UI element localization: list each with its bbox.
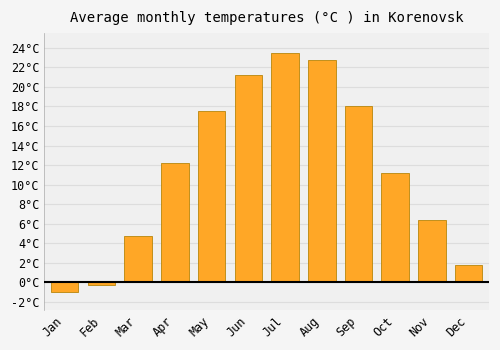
Bar [51, 282, 78, 292]
Bar [344, 106, 372, 282]
Bar [455, 265, 482, 282]
Bar [308, 60, 336, 282]
Bar [88, 282, 115, 285]
Bar [382, 173, 409, 282]
Bar [124, 237, 152, 282]
Bar [161, 163, 188, 282]
Bar [418, 220, 446, 282]
Title: Average monthly temperatures (°C ) in Korenovsk: Average monthly temperatures (°C ) in Ko… [70, 11, 464, 25]
Bar [234, 75, 262, 282]
Bar [198, 111, 226, 282]
Bar [272, 53, 299, 282]
